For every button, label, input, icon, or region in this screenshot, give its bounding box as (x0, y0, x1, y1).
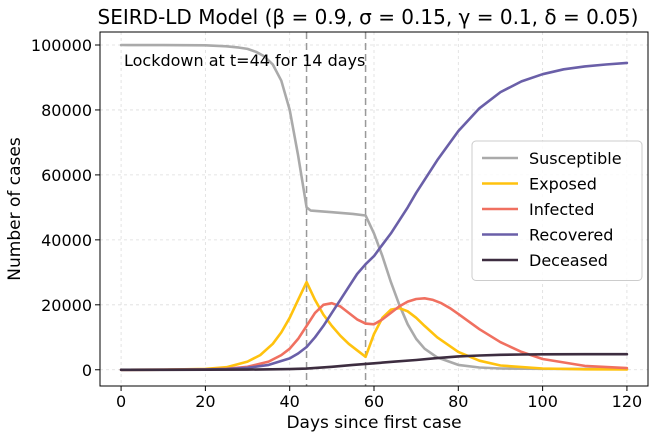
legend-label-susceptible: Susceptible (529, 149, 622, 168)
y-tick-label: 0 (82, 361, 92, 380)
series-lines (119, 43, 629, 372)
lockdown-annotation: Lockdown at t=44 for 14 days (124, 51, 365, 70)
legend-label-infected: Infected (529, 200, 594, 219)
x-tick-label: 80 (448, 392, 468, 411)
x-tick-label: 20 (195, 392, 215, 411)
legend-box (471, 140, 643, 281)
y-tick-label: 80000 (41, 101, 92, 120)
series-line-susceptible (119, 43, 629, 371)
y-tick-label: 100000 (31, 36, 92, 55)
y-tick-label: 40000 (41, 231, 92, 250)
series-line-infected (119, 296, 629, 372)
y-axis-label: Number of cases (5, 137, 25, 281)
legend: Susceptible Exposed Infected Recovered Decea… (471, 140, 643, 281)
x-tick-label: 0 (116, 392, 126, 411)
legend-label-exposed: Exposed (529, 175, 597, 194)
x-tick-label: 60 (364, 392, 384, 411)
x-tick-label: 120 (612, 392, 643, 411)
x-tick-label: 100 (527, 392, 558, 411)
ticks: 0 20 40 60 80 100 120 0 20000 40000 60000 80000 1000… (31, 36, 642, 411)
x-tick-label: 40 (280, 392, 300, 411)
y-tick-label: 20000 (41, 296, 92, 315)
chart-title: SEIRD-LD Model (β = 0.9, σ = 0.15, γ = 0… (98, 5, 639, 29)
legend-label-deceased: Deceased (529, 251, 608, 270)
lockdown-lines (305, 32, 367, 386)
x-axis-label: Days since first case (286, 413, 461, 433)
series-line-deceased (119, 352, 629, 372)
legend-label-recovered: Recovered (529, 226, 613, 245)
y-tick-label: 60000 (41, 166, 92, 185)
series-line-recovered (119, 61, 629, 372)
series-line-exposed (119, 280, 629, 372)
